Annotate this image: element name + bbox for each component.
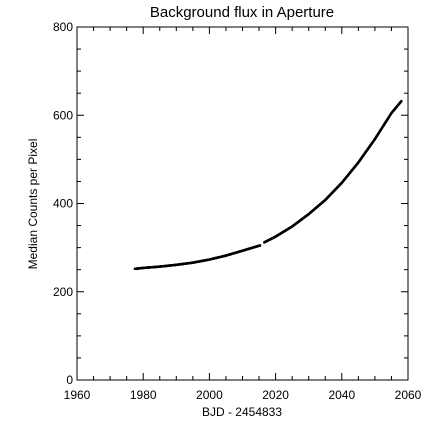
data-points-group: [133, 99, 403, 271]
x-tick-label: 2040: [328, 388, 355, 402]
data-point: [258, 244, 262, 247]
y-tick-label: 800: [53, 20, 73, 34]
x-tick-label: 1960: [64, 388, 91, 402]
tick-labels-group: 1960 1980 2000 2020 2040 2060 0 200 400 600 800: [53, 20, 422, 402]
axis-ticks-group: [76, 26, 409, 381]
x-axis-label: BJD - 2454833: [202, 405, 282, 419]
x-tick-label: 2000: [196, 388, 223, 402]
x-tick-label: 1980: [130, 388, 157, 402]
x-tick-label: 2020: [262, 388, 289, 402]
y-tick-label: 600: [53, 108, 73, 122]
y-tick-label: 400: [53, 197, 73, 211]
x-tick-label: 2060: [395, 388, 422, 402]
data-point: [400, 99, 403, 103]
y-tick-label: 0: [66, 373, 73, 387]
y-axis-label: Median Counts per Pixel: [26, 139, 40, 270]
chart-title: Background flux in Aperture: [150, 4, 334, 21]
y-tick-label: 200: [53, 285, 73, 299]
